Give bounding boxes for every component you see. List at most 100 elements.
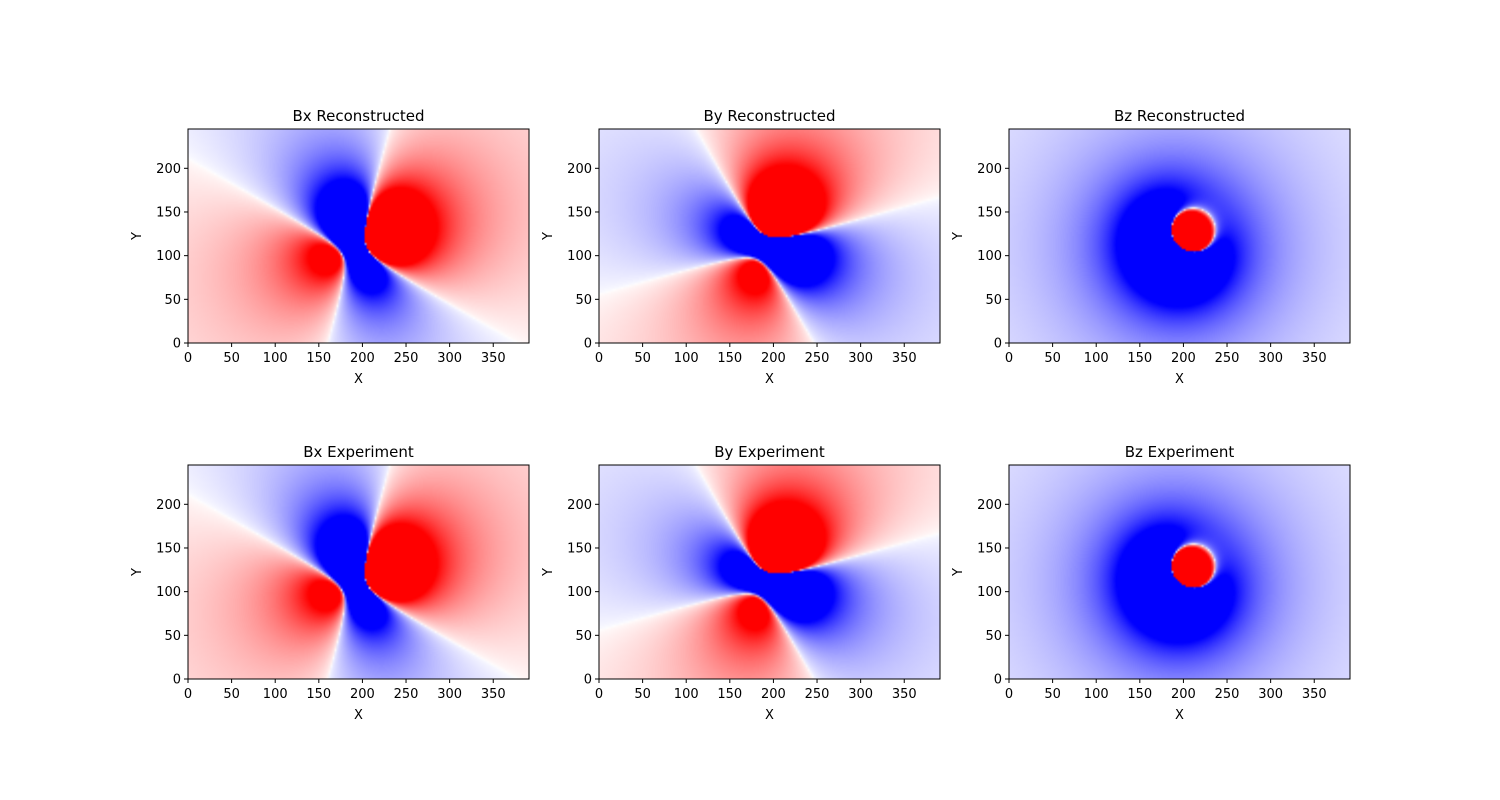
x-tick-label: 300 <box>1258 687 1283 702</box>
heatmap-image <box>188 465 529 679</box>
x-tick-label: 350 <box>892 687 917 702</box>
x-tick-label: 150 <box>306 687 331 702</box>
x-tick-label: 200 <box>350 351 375 366</box>
x-axis-label: X <box>354 372 363 387</box>
y-tick-label: 200 <box>156 498 181 513</box>
x-tick-label: 0 <box>595 351 603 366</box>
x-axis-label: X <box>765 708 774 723</box>
panel-5: 0 50 100 150 200 250 300 350 0 50 100 150 200 By Expe… <box>541 443 941 723</box>
y-axis-label: Y <box>951 232 966 241</box>
x-tick-label: 250 <box>805 687 830 702</box>
x-tick-label: 0 <box>595 687 603 702</box>
x-tick-label: 0 <box>184 687 192 702</box>
heatmap-image <box>188 129 529 343</box>
y-tick-label: 50 <box>985 629 1002 644</box>
panel-title: By Reconstructed <box>703 107 835 125</box>
y-tick-label: 150 <box>567 205 592 220</box>
x-tick-label: 150 <box>1127 687 1152 702</box>
y-tick-label: 100 <box>156 249 181 264</box>
y-tick-label: 150 <box>567 541 592 556</box>
y-tick-label: 0 <box>994 673 1002 688</box>
y-tick-label: 100 <box>156 585 181 600</box>
y-tick-label: 0 <box>584 673 592 688</box>
axes-frame <box>598 464 941 680</box>
x-tick-label: 200 <box>1171 351 1196 366</box>
y-tick-label: 50 <box>575 629 592 644</box>
heatmap-image <box>1009 129 1350 343</box>
x-tick-label: 250 <box>394 351 419 366</box>
axes-frame <box>187 128 530 344</box>
y-tick-label: 150 <box>156 205 181 220</box>
axes-frame <box>598 128 941 344</box>
y-axis-label: Y <box>130 568 145 577</box>
axes-frame <box>1008 464 1351 680</box>
panel-title: By Experiment <box>714 443 825 461</box>
y-tick-label: 200 <box>567 162 592 177</box>
x-tick-label: 250 <box>805 351 830 366</box>
x-tick-label: 50 <box>1044 351 1061 366</box>
x-tick-label: 250 <box>394 687 419 702</box>
y-tick-label: 150 <box>977 541 1002 556</box>
y-tick-label: 100 <box>567 249 592 264</box>
panel-title: Bz Experiment <box>1125 443 1235 461</box>
x-tick-label: 150 <box>717 351 742 366</box>
y-tick-label: 0 <box>584 337 592 352</box>
x-tick-label: 250 <box>1215 351 1240 366</box>
x-tick-label: 350 <box>1302 687 1327 702</box>
x-tick-label: 50 <box>223 687 240 702</box>
x-tick-label: 50 <box>634 351 651 366</box>
panel-4: 0 50 100 150 200 250 300 350 0 50 100 150 200 Bx Expe… <box>130 443 530 723</box>
heatmap-image <box>1009 465 1350 679</box>
x-axis-label: X <box>1175 708 1184 723</box>
x-axis-label: X <box>1175 372 1184 387</box>
panel-6: 0 50 100 150 200 250 300 350 0 50 100 150 200 Bz Expe… <box>951 443 1351 723</box>
y-tick-label: 200 <box>156 162 181 177</box>
y-tick-label: 150 <box>977 205 1002 220</box>
x-tick-label: 300 <box>437 351 462 366</box>
y-tick-label: 200 <box>977 162 1002 177</box>
x-tick-label: 250 <box>1215 687 1240 702</box>
x-tick-label: 300 <box>437 687 462 702</box>
x-tick-label: 100 <box>263 351 288 366</box>
y-axis-label: Y <box>541 568 556 577</box>
y-axis-label: Y <box>541 232 556 241</box>
heatmap-image <box>599 129 940 343</box>
x-tick-label: 100 <box>1084 351 1109 366</box>
y-axis-label: Y <box>130 232 145 241</box>
x-tick-label: 100 <box>263 687 288 702</box>
x-tick-label: 100 <box>1084 687 1109 702</box>
panel-title: Bz Reconstructed <box>1114 107 1245 125</box>
x-axis-label: X <box>765 372 774 387</box>
x-tick-label: 300 <box>848 351 873 366</box>
x-tick-label: 0 <box>1005 687 1013 702</box>
x-tick-label: 300 <box>1258 351 1283 366</box>
x-tick-label: 100 <box>674 351 699 366</box>
x-tick-label: 0 <box>1005 351 1013 366</box>
y-tick-label: 50 <box>164 629 181 644</box>
y-tick-label: 100 <box>977 585 1002 600</box>
x-tick-label: 200 <box>1171 687 1196 702</box>
x-tick-label: 350 <box>1302 351 1327 366</box>
x-axis-label: X <box>354 708 363 723</box>
x-tick-label: 200 <box>761 351 786 366</box>
y-tick-label: 100 <box>567 585 592 600</box>
x-tick-label: 50 <box>1044 687 1061 702</box>
x-tick-label: 150 <box>717 687 742 702</box>
x-tick-label: 50 <box>634 687 651 702</box>
panel-2: 0 50 100 150 200 250 300 350 0 50 100 150 200 By Reco… <box>541 107 941 387</box>
y-tick-label: 200 <box>977 498 1002 513</box>
x-tick-label: 350 <box>892 351 917 366</box>
panel-3: 0 50 100 150 200 250 300 350 0 50 100 150 200 Bz Reco… <box>951 107 1351 387</box>
axes-frame <box>187 464 530 680</box>
x-tick-label: 150 <box>306 351 331 366</box>
panel-title: Bx Experiment <box>303 443 414 461</box>
y-tick-label: 50 <box>164 293 181 308</box>
y-tick-label: 100 <box>977 249 1002 264</box>
y-tick-label: 0 <box>994 337 1002 352</box>
y-tick-label: 200 <box>567 498 592 513</box>
x-tick-label: 0 <box>184 351 192 366</box>
y-axis-label: Y <box>951 568 966 577</box>
x-tick-label: 350 <box>481 687 506 702</box>
y-tick-label: 0 <box>173 673 181 688</box>
